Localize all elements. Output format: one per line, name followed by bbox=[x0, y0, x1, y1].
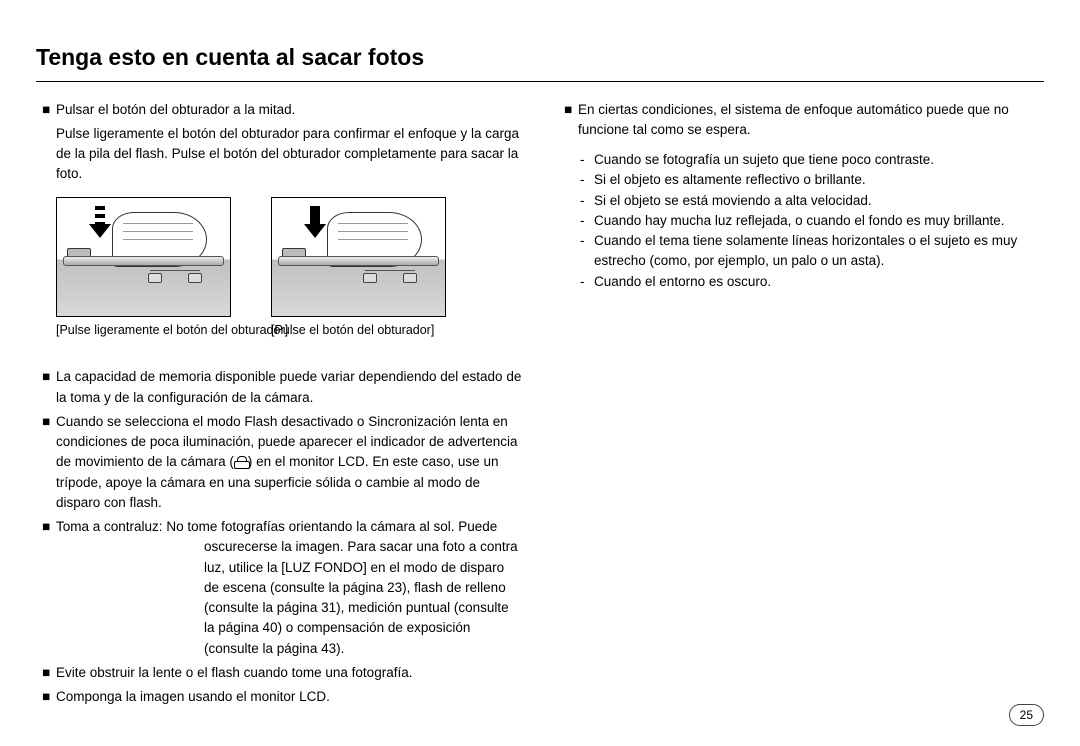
sub-text: Cuando hay mucha luz reflejada, o cuando… bbox=[594, 211, 1044, 231]
bullet-text: Pulsar el botón del obturador a la mitad… bbox=[56, 100, 522, 120]
figure-image bbox=[271, 197, 446, 317]
sub-text: Cuando se fotografía un sujeto que tiene… bbox=[594, 150, 1044, 170]
bullet-marker: ■ bbox=[558, 100, 578, 141]
dash-marker: - bbox=[580, 231, 594, 272]
right-column: ■ En ciertas condiciones, el sistema de … bbox=[558, 100, 1044, 712]
bullet-text: Toma a contraluz: No tome fotografías or… bbox=[56, 517, 522, 659]
bullet-text: La capacidad de memoria disponible puede… bbox=[56, 367, 522, 408]
figure-full-press: [Pulse el botón del obturador] bbox=[271, 197, 456, 340]
bullet-marker: ■ bbox=[36, 367, 56, 408]
sub-text: Cuando el tema tiene solamente líneas ho… bbox=[594, 231, 1044, 272]
bullet-description: Pulse ligeramente el botón del obturador… bbox=[56, 124, 522, 185]
dash-marker: - bbox=[580, 170, 594, 190]
bullet-item: ■ Toma a contraluz: No tome fotografías … bbox=[36, 517, 522, 659]
page-title: Tenga esto en cuenta al sacar fotos bbox=[36, 40, 1044, 75]
bullet-text: Evite obstruir la lente o el flash cuand… bbox=[56, 663, 522, 683]
sub-item: -Si el objeto se está moviendo a alta ve… bbox=[580, 191, 1044, 211]
left-column: ■ Pulsar el botón del obturador a la mit… bbox=[36, 100, 522, 712]
content-columns: ■ Pulsar el botón del obturador a la mit… bbox=[36, 100, 1044, 712]
arrow-down-solid-icon bbox=[304, 206, 326, 238]
bullet-item: ■ En ciertas condiciones, el sistema de … bbox=[558, 100, 1044, 141]
camera-top bbox=[63, 256, 224, 266]
figure-image bbox=[56, 197, 231, 317]
dash-marker: - bbox=[580, 211, 594, 231]
camera-controls bbox=[150, 270, 200, 271]
sub-item: -Cuando el tema tiene solamente líneas h… bbox=[580, 231, 1044, 272]
bullet-marker: ■ bbox=[36, 100, 56, 120]
figure-caption: [Pulse el botón del obturador] bbox=[271, 321, 456, 340]
sub-item: -Si el objeto es altamente reflectivo o … bbox=[580, 170, 1044, 190]
bullet-text: Cuando se selecciona el modo Flash desac… bbox=[56, 412, 522, 513]
bullet-item: ■ Componga la imagen usando el monitor L… bbox=[36, 687, 522, 707]
bullet-item: ■ Evite obstruir la lente o el flash cua… bbox=[36, 663, 522, 683]
camera-shake-icon bbox=[234, 456, 248, 467]
bullet-marker: ■ bbox=[36, 412, 56, 513]
bullet-text: Componga la imagen usando el monitor LCD… bbox=[56, 687, 522, 707]
sub-text: Cuando el entorno es oscuro. bbox=[594, 272, 1044, 292]
figure-row: [Pulse ligeramente el botón del obturado… bbox=[56, 197, 522, 340]
dash-marker: - bbox=[580, 272, 594, 292]
bullet-body: No tome fotografías orientando la cámara… bbox=[166, 519, 517, 656]
arrow-down-dashed-icon bbox=[89, 206, 111, 238]
figure-half-press: [Pulse ligeramente el botón del obturado… bbox=[56, 197, 241, 340]
bullet-marker: ■ bbox=[36, 517, 56, 659]
bullet-marker: ■ bbox=[36, 663, 56, 683]
bullet-item: ■ Cuando se selecciona el modo Flash des… bbox=[36, 412, 522, 513]
bullet-item: ■ La capacidad de memoria disponible pue… bbox=[36, 367, 522, 408]
sub-item: -Cuando hay mucha luz reflejada, o cuand… bbox=[580, 211, 1044, 231]
page-number: 25 bbox=[1009, 704, 1044, 726]
dash-marker: - bbox=[580, 191, 594, 211]
sub-text: Si el objeto es altamente reflectivo o b… bbox=[594, 170, 1044, 190]
bullet-lead: Toma a contraluz: bbox=[56, 519, 163, 534]
sub-item: -Cuando el entorno es oscuro. bbox=[580, 272, 1044, 292]
sub-item: -Cuando se fotografía un sujeto que tien… bbox=[580, 150, 1044, 170]
dash-marker: - bbox=[580, 150, 594, 170]
bullet-text: En ciertas condiciones, el sistema de en… bbox=[578, 100, 1044, 141]
bullet-item: ■ Pulsar el botón del obturador a la mit… bbox=[36, 100, 522, 120]
sub-text: Si el objeto se está moviendo a alta vel… bbox=[594, 191, 1044, 211]
bullet-marker: ■ bbox=[36, 687, 56, 707]
title-rule bbox=[36, 81, 1044, 82]
figure-caption: [Pulse ligeramente el botón del obturado… bbox=[56, 321, 241, 340]
camera-controls bbox=[365, 270, 415, 271]
camera-top bbox=[278, 256, 439, 266]
